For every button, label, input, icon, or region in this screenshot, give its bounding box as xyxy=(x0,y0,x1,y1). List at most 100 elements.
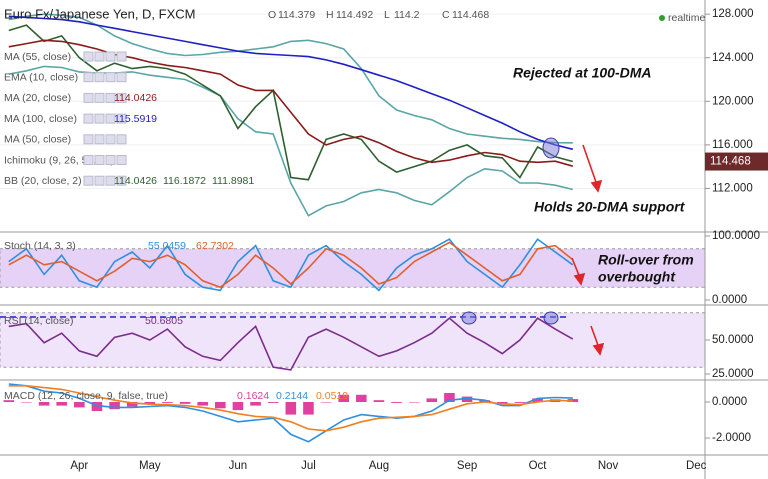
histogram-bar xyxy=(391,401,402,403)
indicator-button xyxy=(105,155,116,165)
legend-value: 55.0459 xyxy=(148,240,186,252)
ohlc-label: H xyxy=(326,9,334,21)
highlight-circle xyxy=(542,137,560,159)
indicator-value: 116.1872 xyxy=(163,175,206,187)
series-line xyxy=(8,24,574,181)
histogram-bar xyxy=(267,401,279,403)
histogram-bar xyxy=(497,401,508,404)
indicator-button xyxy=(116,51,127,62)
x-tick-label: Jul xyxy=(301,460,316,472)
histogram-bar xyxy=(373,400,385,402)
x-tick-label: Apr xyxy=(70,460,88,472)
y-tick-label: -2.0000 xyxy=(712,432,751,444)
pane-title: MACD (12, 26, close, 9, false, true) xyxy=(4,390,168,402)
x-tick-label: May xyxy=(139,460,161,472)
series-line xyxy=(8,317,574,371)
price-tag xyxy=(705,152,768,171)
indicator-button xyxy=(94,113,105,124)
ohlc-label: O xyxy=(268,9,276,21)
histogram-bar xyxy=(461,396,473,402)
histogram-bar xyxy=(444,392,455,402)
histogram-bar xyxy=(285,401,297,415)
x-tick-label: Sep xyxy=(457,460,477,472)
indicator-button xyxy=(83,92,94,103)
annotation: Holds 20-DMA support xyxy=(534,199,686,215)
y-tick-label: 124.000 xyxy=(712,52,754,64)
indicator-button xyxy=(83,51,94,62)
series-line xyxy=(8,13,573,144)
indicator-label: BB (20, close, 2) xyxy=(4,175,82,187)
indicator-button xyxy=(83,155,94,165)
status: realtime xyxy=(668,12,706,24)
ohlc-label: L xyxy=(384,9,390,21)
indicator-button xyxy=(94,175,105,186)
histogram-bar xyxy=(126,401,138,407)
histogram-bar xyxy=(3,400,15,402)
series-line xyxy=(8,238,574,292)
band xyxy=(0,312,706,368)
indicator-label: MA (20, close) xyxy=(4,92,71,104)
legend-value: 62.7302 xyxy=(196,240,234,252)
histogram-bar xyxy=(197,401,208,406)
chart-title: Euro Fx/Japanese Yen, D, FXCM xyxy=(4,6,195,21)
ohlc-value: 114.492 xyxy=(336,9,373,21)
histogram-bar xyxy=(479,400,490,402)
indicator-value: 114.0426 xyxy=(114,175,157,187)
ohlc-value: 114.2 xyxy=(394,9,420,21)
series-line xyxy=(8,385,573,432)
histogram-bar xyxy=(162,401,173,403)
histogram-bar xyxy=(109,401,120,410)
legend-value: 50.6805 xyxy=(145,315,183,327)
y-tick-label: 0.0000 xyxy=(712,396,747,408)
series-line xyxy=(8,15,573,151)
indicator-button xyxy=(116,134,127,145)
highlight-circle xyxy=(543,311,559,325)
y-tick-label: 128.000 xyxy=(712,8,754,20)
indicator-button xyxy=(83,134,94,145)
status-dot xyxy=(659,15,665,21)
legend-value: 0.2144 xyxy=(276,390,308,402)
indicator-button xyxy=(94,92,105,103)
indicator-button xyxy=(105,72,116,83)
indicator-button xyxy=(105,51,116,62)
histogram-bar xyxy=(38,401,50,406)
pane-title: RSI (14, close) xyxy=(4,315,73,327)
x-tick-label: Aug xyxy=(369,460,389,472)
series-line xyxy=(8,39,574,167)
indicator-button xyxy=(105,134,116,145)
indicator-legend: MA (55, close) EMA (10, close) MA (20, clo… xyxy=(4,51,254,187)
x-tick-label: Jun xyxy=(229,460,248,472)
histogram-bar xyxy=(338,394,349,402)
y-tick-label: 112.000 xyxy=(712,182,753,194)
indicator-button xyxy=(105,175,116,186)
legend-value: 0.1624 xyxy=(237,390,269,402)
indicator-button xyxy=(83,175,94,186)
indicator-button xyxy=(116,92,127,103)
indicator-value: 114.0426 xyxy=(114,92,157,104)
annotation: Rejected at 100-DMA xyxy=(513,65,652,81)
x-tick-label: Nov xyxy=(598,460,619,472)
indicator-button xyxy=(94,51,105,62)
histogram-bar xyxy=(514,401,526,403)
indicator-label: MA (50, close) xyxy=(4,134,71,146)
indicator-button xyxy=(83,72,94,83)
ohlc-label: C xyxy=(442,9,450,21)
annotation: overbought xyxy=(598,269,676,285)
indicator-button xyxy=(116,113,127,124)
histogram-bar xyxy=(232,401,244,411)
indicator-button xyxy=(94,72,105,83)
arrows xyxy=(571,144,605,356)
indicator-button xyxy=(116,72,127,83)
legend-value: 0.0519 xyxy=(316,390,348,402)
indicator-label: EMA (10, close) xyxy=(4,71,78,83)
histogram-bar xyxy=(408,401,420,403)
series-line xyxy=(8,383,573,443)
histogram-bar xyxy=(74,401,85,408)
histogram-bar xyxy=(303,401,314,415)
y-tick-label: 50.0000 xyxy=(712,334,754,346)
x-tick-label: Dec xyxy=(686,460,707,472)
histogram-bar xyxy=(426,398,438,402)
y-tick-label: 0.0000 xyxy=(712,294,747,306)
